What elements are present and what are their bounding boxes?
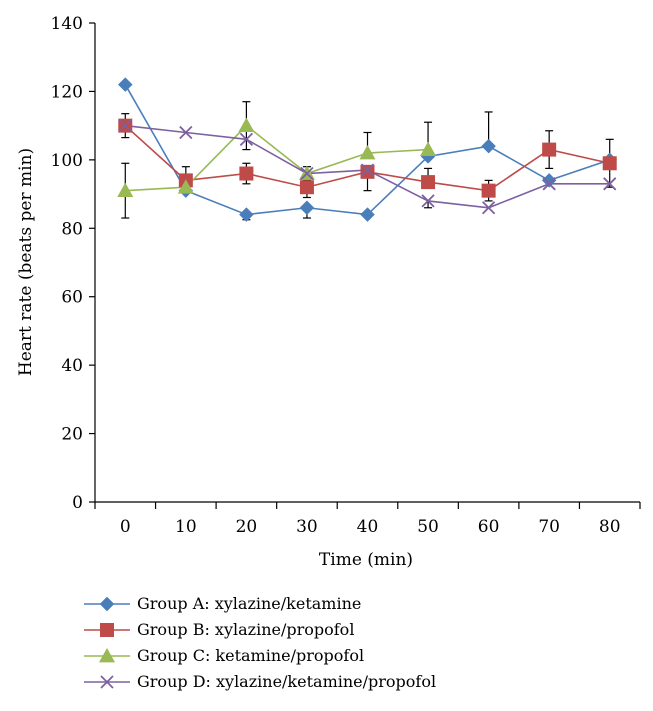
series-1-point: [299, 200, 315, 216]
legend-symbol-series-1: [84, 596, 130, 612]
legend-item-group-d: Group D: xylazine/ketamine/propofol: [84, 672, 436, 691]
series-4-point: [481, 201, 496, 215]
series-2-point: [360, 164, 375, 179]
legend-symbol-series-3: [84, 648, 130, 663]
series-1-point: [239, 207, 254, 222]
y-tick-label: 0: [72, 493, 83, 513]
y-ticks: 0 20 40 60 80 100 120 140: [51, 14, 95, 513]
series-2-point: [421, 175, 436, 190]
y-tick-label: 60: [61, 288, 83, 308]
x-tick-label: 20: [236, 517, 258, 537]
x-tick-label: 30: [296, 517, 318, 537]
series-1-point: [481, 138, 496, 154]
legend-label-group-a: Group A: xylazine/ketamine: [137, 594, 361, 613]
series-3-point: [238, 117, 255, 133]
y-tick-label: 140: [51, 14, 83, 34]
x-tick-label: 40: [357, 517, 379, 537]
legend-symbol-series-4: [84, 675, 130, 689]
x-tick-label: 70: [538, 517, 560, 537]
legend: Group A: xylazine/ketamine Group B: xyla…: [84, 594, 436, 691]
series-4-point: [239, 132, 254, 146]
y-tick-label: 20: [61, 425, 83, 445]
series-4-point: [603, 177, 617, 191]
x-tick-label: 80: [599, 517, 621, 537]
series-3-point: [359, 145, 376, 160]
x-tick-label: 10: [175, 517, 197, 537]
error-bars: [121, 101, 614, 221]
x-tick-label: 50: [417, 517, 439, 537]
legend-label-group-c: Group C: ketamine/propofol: [137, 646, 364, 665]
series-2-point: [542, 142, 557, 157]
legend-item-group-c: Group C: ketamine/propofol: [84, 646, 364, 665]
series-4-point: [360, 163, 375, 177]
series-4-point: [421, 194, 435, 208]
y-tick-label: 120: [51, 82, 83, 102]
series-2-point: [299, 180, 314, 195]
x-tick-label: 60: [478, 517, 500, 537]
series-1-point: [117, 77, 133, 92]
x-ticks: 0 10 20 30 40 50 60 70 80: [94, 502, 641, 537]
series-3-line: [125, 124, 429, 192]
y-tick-label: 40: [61, 356, 83, 376]
series-4-point: [542, 177, 556, 191]
y-axis-title: Heart rate (beats per min): [16, 148, 36, 376]
series-2-point: [239, 166, 254, 181]
series-1-point: [360, 207, 375, 222]
series-2-point: [602, 156, 617, 171]
series-3-point: [420, 141, 437, 156]
legend-item-group-b: Group B: xylazine/propofol: [84, 620, 354, 639]
legend-marker: [100, 623, 114, 637]
legend-marker: [100, 675, 114, 689]
series-4-point: [118, 119, 132, 133]
legend-marker: [99, 596, 115, 612]
x-axis-title: Time (min): [319, 550, 413, 570]
legend-label-group-d: Group D: xylazine/ketamine/propofol: [137, 672, 436, 691]
y-tick-label: 100: [51, 151, 83, 171]
x-tick-label: 0: [120, 517, 131, 537]
legend-marker: [99, 648, 115, 663]
series-3-point: [117, 182, 134, 198]
legend-label-group-b: Group B: xylazine/propofol: [137, 620, 354, 639]
series-4-point: [300, 166, 314, 181]
series-4-point: [179, 125, 193, 140]
axes: [94, 23, 640, 503]
series-3-point: [177, 179, 194, 194]
series-markers: [117, 77, 618, 222]
y-tick-label: 80: [61, 219, 83, 239]
legend-symbol-series-2: [84, 623, 130, 637]
series-2-point: [481, 183, 496, 198]
legend-item-group-a: Group A: xylazine/ketamine: [84, 594, 361, 613]
